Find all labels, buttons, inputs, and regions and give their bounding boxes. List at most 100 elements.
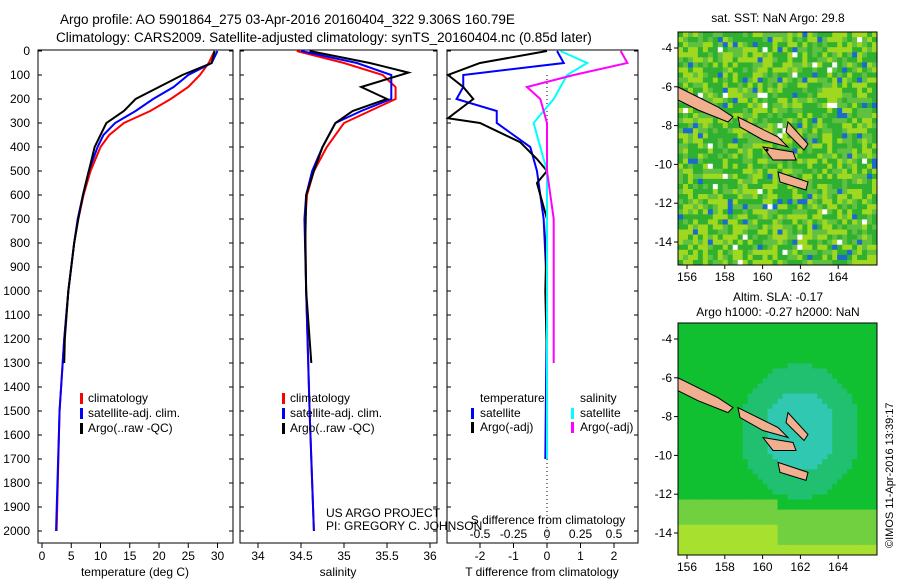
map-cell [712, 87, 719, 94]
map-cell [772, 454, 778, 460]
map-cell [727, 363, 734, 369]
map-cell [812, 57, 818, 63]
map-cell [732, 343, 739, 349]
map-cell [687, 47, 694, 53]
map-cell [817, 32, 823, 38]
map-cell [782, 259, 788, 266]
map-cell [857, 388, 863, 395]
map-cell [802, 373, 808, 379]
map-cell [807, 439, 813, 445]
map-cell [827, 234, 833, 241]
map-cell [862, 519, 868, 526]
map-cell [737, 423, 744, 430]
map-cell [752, 214, 759, 220]
map-cell [752, 383, 759, 390]
map-cell [752, 444, 759, 450]
map-cell [822, 163, 828, 170]
map-cell [852, 77, 858, 84]
map-cell [837, 173, 843, 180]
map-cell [692, 549, 699, 556]
map-cell [727, 504, 734, 511]
map-cell [837, 189, 843, 195]
map-cell [678, 239, 684, 246]
map-cell [812, 428, 818, 435]
map-cell [697, 62, 704, 68]
map-cell [777, 118, 783, 124]
map-cell [752, 77, 759, 84]
map-cell [707, 123, 714, 129]
map-cell [777, 214, 783, 220]
map-cell [762, 219, 769, 225]
map-cell [762, 249, 769, 256]
map-cell [797, 388, 803, 395]
map-cell [862, 259, 868, 266]
map-cell [678, 82, 684, 89]
map-cell [697, 323, 704, 329]
map-cell [772, 459, 778, 465]
lat-tick-label: -14 [655, 526, 673, 540]
map-cell [827, 418, 833, 425]
map-cell [792, 323, 798, 329]
map-cell [862, 143, 868, 149]
map-cell [792, 239, 798, 246]
map-cell [832, 183, 838, 190]
map-cell [872, 474, 878, 480]
map-cell [857, 67, 863, 74]
map-cell [707, 97, 714, 104]
map-cell [867, 87, 873, 94]
map-cell [842, 428, 848, 435]
map-cell [692, 32, 699, 38]
map-cell [762, 459, 769, 465]
map-cell [867, 338, 873, 344]
map-cell [842, 168, 848, 175]
map-cell [832, 358, 838, 364]
map-cell [702, 378, 709, 385]
map-cell [832, 348, 838, 354]
map-cell [727, 259, 734, 266]
map-cell [732, 254, 739, 261]
map-cell [712, 333, 719, 339]
map-cell [817, 484, 823, 490]
map-cell [867, 373, 873, 379]
map-cell [802, 449, 808, 455]
map-cell [827, 128, 833, 134]
map-cell [847, 229, 853, 236]
map-cell [747, 102, 754, 109]
map-cell [678, 204, 684, 210]
island-shape [761, 146, 797, 161]
map-cell [792, 123, 798, 129]
map-cell [702, 519, 709, 526]
map-cell [732, 368, 739, 374]
map-cell [772, 168, 778, 175]
map-cell [822, 433, 828, 440]
map-cell [802, 353, 808, 359]
map-cell [757, 168, 764, 175]
map-cell [717, 173, 724, 180]
legend-swatch [282, 423, 285, 434]
map-cell [817, 92, 823, 99]
map-cell [847, 519, 853, 526]
map-cell [797, 234, 803, 241]
map-cell [732, 428, 739, 435]
map-cell [782, 398, 788, 405]
map-cell [862, 128, 868, 134]
map-cell [678, 244, 684, 251]
map-cell [732, 118, 739, 124]
map-cell [817, 454, 823, 460]
map-cell [857, 118, 863, 124]
depth-tick-label: 1200 [3, 332, 30, 346]
map-cell [767, 163, 774, 170]
map-cell [807, 189, 813, 195]
map-cell [817, 123, 823, 129]
map-cell [847, 113, 853, 119]
map-cell [777, 398, 783, 405]
map-cell [872, 393, 878, 400]
map-cell [792, 72, 798, 79]
map-cell [772, 348, 778, 354]
map-cell [687, 118, 694, 124]
map-cell [682, 454, 689, 460]
map-cell [702, 57, 709, 63]
map-cell [742, 143, 749, 149]
map-cell [697, 373, 704, 379]
map-cell [732, 199, 739, 205]
